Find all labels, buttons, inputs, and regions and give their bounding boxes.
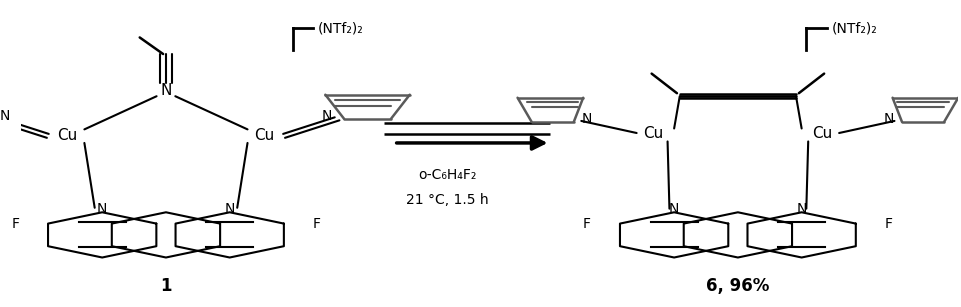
Text: Cu: Cu: [255, 128, 275, 143]
Text: N: N: [581, 112, 592, 126]
Text: o-C₆H₄F₂: o-C₆H₄F₂: [418, 168, 477, 182]
Text: N: N: [884, 112, 894, 126]
Text: F: F: [12, 216, 19, 231]
Text: N: N: [97, 202, 108, 216]
Text: 1: 1: [160, 277, 172, 295]
Text: (NTf₂)₂: (NTf₂)₂: [831, 21, 877, 35]
Text: Cu: Cu: [812, 126, 832, 142]
Text: Cu: Cu: [58, 128, 78, 143]
Text: 21 °C, 1.5 h: 21 °C, 1.5 h: [406, 193, 488, 207]
Text: N: N: [0, 109, 10, 123]
Text: N: N: [669, 202, 679, 216]
Text: N: N: [160, 83, 172, 98]
Text: Cu: Cu: [643, 126, 664, 142]
Text: (NTf₂)₂: (NTf₂)₂: [318, 21, 363, 35]
Text: N: N: [797, 202, 807, 216]
Text: 6, 96%: 6, 96%: [706, 277, 770, 295]
Text: F: F: [583, 216, 591, 231]
Text: F: F: [885, 216, 893, 231]
Text: N: N: [225, 202, 234, 216]
Text: F: F: [312, 216, 321, 231]
Text: N: N: [322, 109, 333, 123]
